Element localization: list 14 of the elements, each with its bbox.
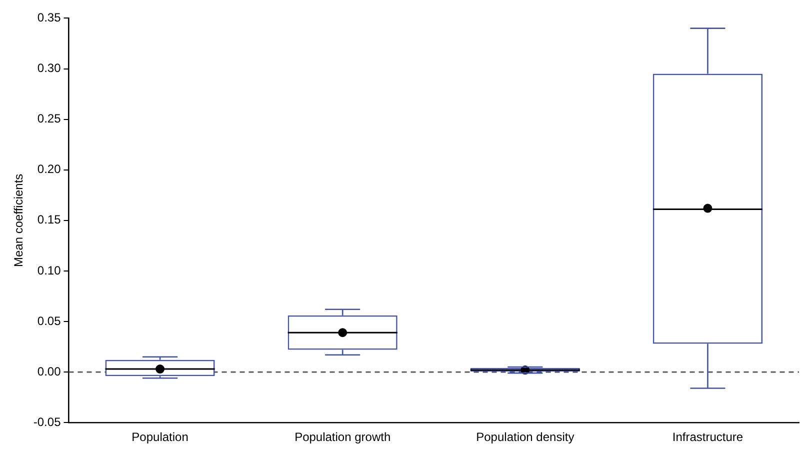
x-tick-label: Population growth: [294, 430, 391, 444]
y-tick-label: 0.35: [37, 10, 62, 25]
y-tick-label: 0.30: [37, 61, 62, 76]
y-tick-label: 0.10: [37, 263, 62, 278]
y-axis-title: Mean coefficients: [12, 174, 26, 267]
y-tick-label: 0.15: [37, 212, 62, 227]
x-tick-label: Population density: [476, 430, 574, 444]
y-tick-label: 0.25: [37, 112, 62, 126]
y-tick-label: -0.05: [33, 414, 62, 429]
x-tick-label: Population: [132, 430, 188, 444]
x-tick-label: Infrastructure: [672, 430, 744, 444]
y-tick-label: 0.20: [37, 162, 62, 176]
y-tick-label: 0.05: [37, 314, 62, 328]
y-tick-label: 0.00: [37, 364, 62, 378]
